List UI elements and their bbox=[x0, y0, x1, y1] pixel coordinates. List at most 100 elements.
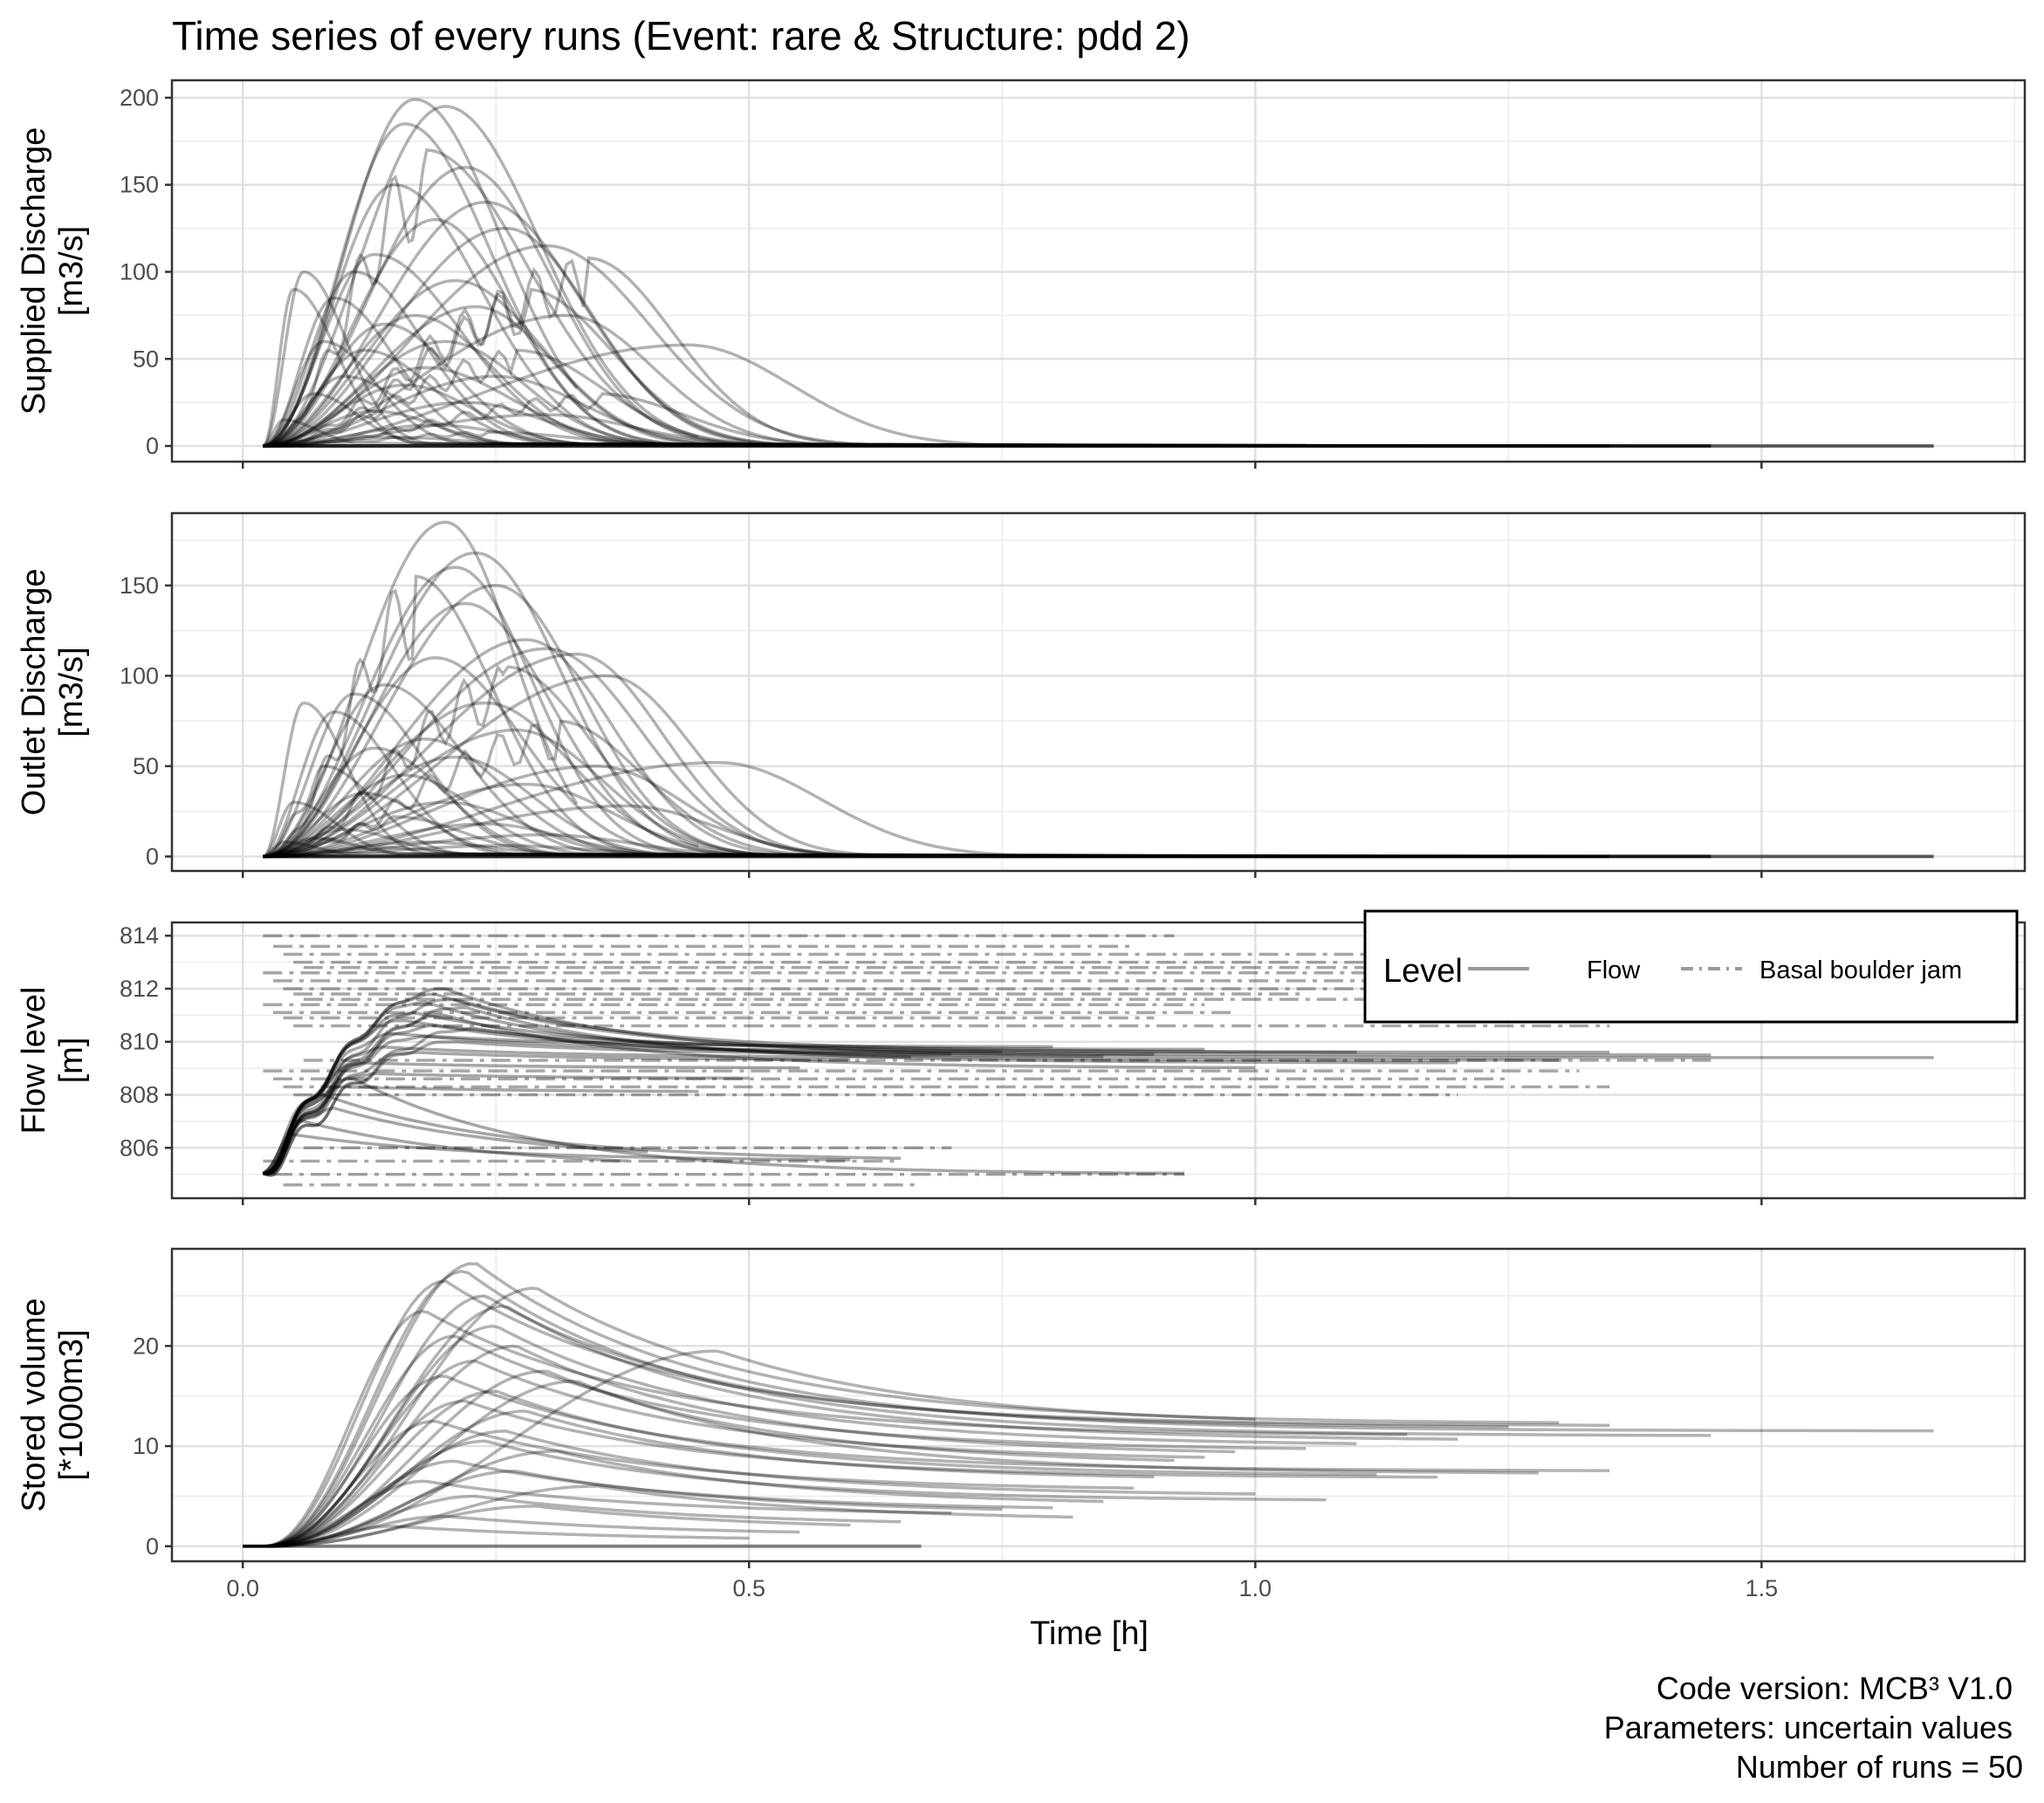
caption-line-2: Parameters: uncertain values bbox=[1604, 1710, 2013, 1745]
series-line bbox=[263, 804, 1478, 859]
caption: Code version: MCB³ V1.0 Parameters: unce… bbox=[1604, 1670, 2023, 1785]
series-line bbox=[263, 728, 1205, 859]
series-line bbox=[263, 840, 1610, 859]
panel-supplied-discharge: 0 50 100 150 200 Supplied Discharge [m3/s] bbox=[16, 79, 2027, 469]
series-line bbox=[263, 339, 1327, 448]
series-line bbox=[243, 1514, 800, 1548]
series-line bbox=[263, 836, 1610, 859]
y-tick-label: 808 bbox=[120, 1082, 159, 1108]
y-tick-label: 100 bbox=[120, 258, 159, 285]
series-line bbox=[263, 800, 1458, 859]
series-line bbox=[243, 1324, 1357, 1548]
legend-label-basal-boulder-jam: Basal boulder jam bbox=[1759, 956, 1962, 984]
series-line bbox=[243, 1279, 1610, 1548]
series-line bbox=[263, 692, 1124, 859]
series-line bbox=[263, 435, 1934, 448]
y-tick-label: 0 bbox=[146, 1533, 159, 1560]
series-line bbox=[263, 773, 1357, 859]
series-line bbox=[263, 638, 952, 859]
series-line bbox=[263, 430, 1711, 448]
series-line bbox=[243, 1479, 952, 1548]
series-line bbox=[263, 1045, 911, 1176]
series-line bbox=[243, 1505, 851, 1548]
series-line bbox=[263, 737, 1225, 859]
series-line bbox=[243, 1409, 1155, 1548]
series-line bbox=[263, 792, 1408, 859]
y-tick-label: 0 bbox=[146, 433, 159, 459]
series-line bbox=[263, 200, 952, 448]
y-axis-title: [m3/s] bbox=[53, 647, 90, 737]
series-line bbox=[243, 1389, 1377, 1548]
series-line bbox=[263, 674, 1073, 859]
series-line bbox=[263, 761, 1276, 859]
series-line bbox=[263, 423, 1610, 448]
y-tick-label: 50 bbox=[133, 346, 159, 372]
series-line bbox=[263, 287, 1185, 448]
series-line bbox=[263, 217, 972, 448]
series-line bbox=[263, 418, 1711, 448]
series-line bbox=[263, 1013, 1256, 1176]
series-line bbox=[263, 1000, 1560, 1176]
series-line bbox=[243, 1379, 1540, 1548]
y-axis-title: Outlet Discharge bbox=[16, 568, 52, 815]
series-line bbox=[243, 1262, 1934, 1548]
y-tick-label: 814 bbox=[120, 922, 159, 949]
series-line bbox=[262, 1040, 952, 1177]
series-line bbox=[243, 1269, 1711, 1548]
series-line bbox=[263, 701, 1175, 859]
series-line bbox=[263, 243, 1033, 448]
series-line bbox=[263, 566, 800, 859]
series-line bbox=[263, 278, 1175, 448]
series-line bbox=[263, 647, 1003, 859]
series-line bbox=[263, 313, 1225, 448]
y-tick-label: 100 bbox=[120, 662, 159, 689]
series-line bbox=[263, 343, 1307, 448]
series-line bbox=[243, 1294, 1509, 1548]
x-tick-label: 1.0 bbox=[1239, 1575, 1272, 1601]
series-line bbox=[263, 374, 1458, 448]
series-line bbox=[243, 1494, 902, 1548]
y-tick-label: 810 bbox=[120, 1029, 159, 1055]
series-line bbox=[263, 392, 1509, 448]
series-line bbox=[243, 1349, 1256, 1548]
panel-stored-volume: 0 10 20 0.0 0.5 1.0 1.5 Stored volume [*1000m3] bbox=[16, 1247, 2027, 1601]
series-line bbox=[243, 1334, 1307, 1548]
series-line bbox=[243, 1525, 750, 1548]
series-line bbox=[243, 1369, 1175, 1548]
y-tick-label: 0 bbox=[146, 843, 159, 869]
series-line bbox=[263, 122, 800, 448]
series-line bbox=[263, 348, 1337, 448]
series-line bbox=[263, 166, 902, 448]
series-line bbox=[243, 1419, 1135, 1548]
series-line bbox=[262, 1051, 851, 1176]
series-group bbox=[262, 934, 1934, 1187]
series-line bbox=[263, 339, 1377, 448]
panel-border bbox=[170, 921, 2027, 1200]
series-line bbox=[263, 348, 1357, 448]
series-line bbox=[243, 1469, 1003, 1548]
series-line bbox=[263, 1032, 1053, 1176]
y-tick-label: 200 bbox=[120, 85, 159, 111]
series-line bbox=[263, 270, 1104, 448]
series-line bbox=[263, 313, 1256, 448]
y-tick-label: 150 bbox=[120, 172, 159, 198]
series-line bbox=[243, 1359, 1205, 1548]
legend: Level Flow Basal boulder jam bbox=[1363, 909, 2019, 1024]
series-line bbox=[263, 98, 579, 448]
series-line bbox=[263, 997, 1610, 1176]
series-line bbox=[263, 1034, 1003, 1176]
series-line bbox=[243, 1459, 1053, 1548]
series-line bbox=[263, 601, 932, 859]
series-line bbox=[263, 840, 1934, 859]
y-tick-label: 50 bbox=[133, 753, 159, 779]
series-line bbox=[263, 409, 1580, 448]
series-line bbox=[263, 815, 1509, 859]
series-line bbox=[263, 374, 1438, 448]
series-line bbox=[263, 520, 579, 859]
series-line bbox=[243, 1344, 1236, 1548]
series-line bbox=[263, 719, 1185, 859]
series-line bbox=[263, 664, 1053, 859]
series-line bbox=[263, 148, 851, 448]
series-line bbox=[243, 1429, 1256, 1548]
